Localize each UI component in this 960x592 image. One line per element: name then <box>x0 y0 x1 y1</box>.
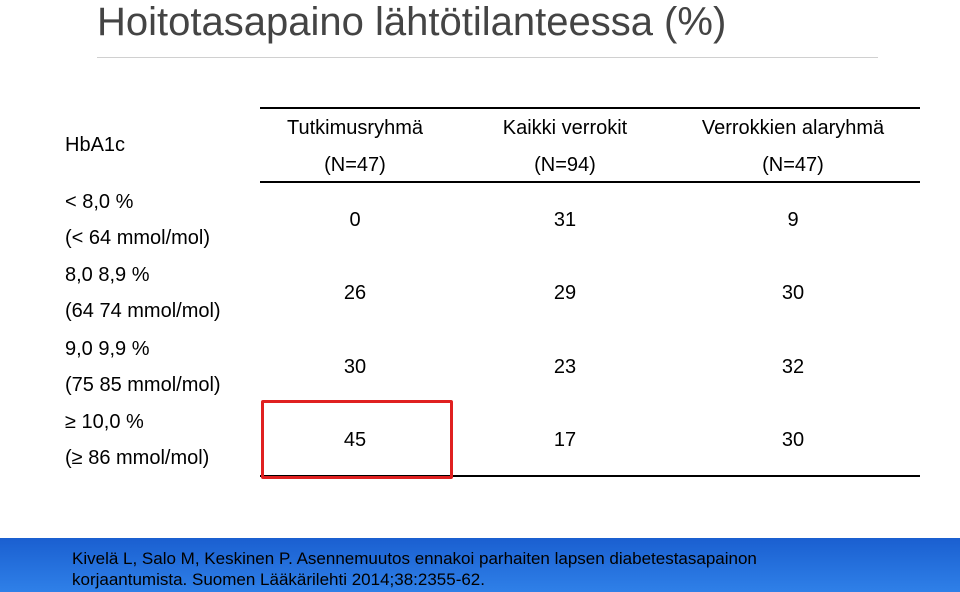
column-n: (N=47) <box>762 154 824 176</box>
corner-header: HbA1c <box>65 134 126 156</box>
cell-value: 30 <box>781 429 805 451</box>
highlight-box <box>261 400 453 479</box>
column-header: Verrokkien alaryhmä <box>701 117 885 139</box>
row-label: 9,0 9,9 % <box>65 338 150 360</box>
column-n: (N=94) <box>534 154 596 176</box>
column-header: Kaikki verrokit <box>502 117 628 139</box>
title-rule <box>97 57 878 58</box>
row-label: (64 74 mmol/mol) <box>65 300 221 322</box>
header-rule <box>260 181 920 183</box>
cell-value: 26 <box>343 282 367 304</box>
cell-value: 17 <box>553 429 577 451</box>
citation-line: Kivelä L, Salo M, Keskinen P. Asennemuut… <box>72 549 757 568</box>
table-top-rule <box>260 107 920 109</box>
row-label: (75 85 mmol/mol) <box>65 374 221 396</box>
row-label: < 8,0 % <box>65 191 134 213</box>
column-header: Tutkimusryhmä <box>287 117 423 139</box>
row-label: 8,0 8,9 % <box>65 264 150 286</box>
cell-value: 0 <box>349 209 361 231</box>
cell-value: 9 <box>787 209 799 231</box>
row-label: (< 64 mmol/mol) <box>65 227 211 249</box>
citation-line: korjaantumista. Suomen Lääkärilehti 2014… <box>72 570 485 589</box>
cell-value: 32 <box>781 356 805 378</box>
row-label: (≥ 86 mmol/mol) <box>65 447 210 469</box>
row-label: ≥ 10,0 % <box>65 411 144 433</box>
table-bottom-rule <box>260 475 920 477</box>
footer-bar <box>0 538 960 592</box>
cell-value: 45 <box>343 429 367 451</box>
cell-value: 23 <box>553 356 577 378</box>
cell-value: 29 <box>553 282 577 304</box>
cell-value: 30 <box>781 282 805 304</box>
slide-title: Hoitotasapaino lähtötilanteessa (%) <box>97 0 727 44</box>
column-n: (N=47) <box>324 154 386 176</box>
cell-value: 31 <box>553 209 577 231</box>
cell-value: 30 <box>343 356 367 378</box>
